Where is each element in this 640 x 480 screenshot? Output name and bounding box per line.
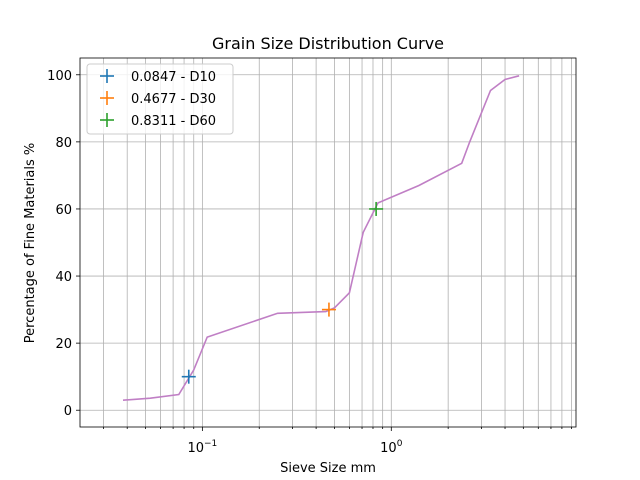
y-tick-label: 100 [47, 69, 72, 84]
legend-label: 0.8311 - D60 [131, 114, 216, 129]
chart-title: Grain Size Distribution Curve [212, 34, 444, 53]
y-tick-label: 80 [55, 136, 72, 151]
plot-markers [181, 201, 384, 384]
y-tick-label: 60 [55, 203, 72, 218]
legend-entry: 0.0847 - D10 [100, 69, 216, 85]
legend-label: 0.4677 - D30 [131, 92, 216, 107]
legend-entry: 0.8311 - D60 [100, 113, 216, 129]
y-tick-label: 0 [64, 404, 72, 419]
axis-ticks: 10−1 100 0 20 40 60 80 100 [47, 69, 572, 456]
x-tick-label: 100 [380, 439, 403, 456]
y-axis-label: Percentage of Fine Materials % [23, 143, 38, 344]
legend: 0.0847 - D10 0.4677 - D30 0.8311 - D60 [86, 63, 234, 135]
y-tick-label: 40 [55, 270, 72, 285]
d-marker [321, 302, 336, 317]
legend-entry: 0.4677 - D30 [100, 91, 216, 107]
x-axis-label: Sieve Size mm [280, 461, 376, 476]
d-marker [369, 201, 384, 216]
x-tick-label: 10−1 [187, 439, 217, 456]
legend-box [86, 63, 234, 135]
d-marker [181, 369, 196, 384]
plot-frame [79, 57, 577, 428]
y-tick-label: 20 [55, 337, 72, 352]
legend-label: 0.0847 - D10 [131, 70, 216, 85]
